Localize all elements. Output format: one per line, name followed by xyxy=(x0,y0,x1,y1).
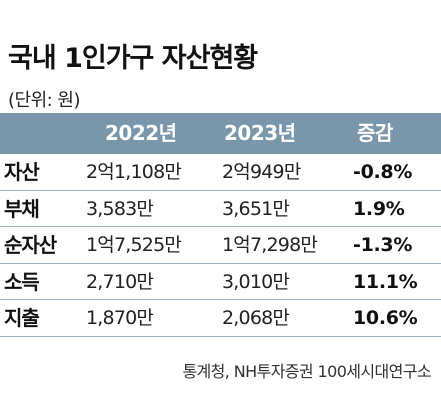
value-2023: 2억949만 xyxy=(222,161,301,183)
table-row: 순자산 1억7,525만 1억7,298만 -1.3% xyxy=(0,227,441,264)
table-row: 지출 1,870만 2,068만 10.6% xyxy=(0,300,441,337)
unit-note: (단위: 원) xyxy=(8,90,81,111)
header-2023: 2023년 xyxy=(224,121,296,145)
value-2023: 3,010만 xyxy=(222,270,290,293)
asset-table: 2022년 2023년 증감 자산 2억1,108만 2억949만 -0.8% … xyxy=(0,113,441,337)
value-2022: 2억1,108만 xyxy=(86,161,182,183)
row-label: 순자산 xyxy=(4,233,57,257)
value-change: 11.1% xyxy=(353,270,418,293)
header-2022: 2022년 xyxy=(105,121,177,145)
value-change: 1.9% xyxy=(353,197,405,220)
value-2022: 1,870만 xyxy=(86,307,154,329)
value-2022: 2,710만 xyxy=(86,270,154,293)
value-change: -1.3% xyxy=(353,234,413,256)
table-row: 소득 2,710만 3,010만 11.1% xyxy=(0,264,441,300)
value-change: -0.8% xyxy=(353,161,413,183)
table-row: 부채 3,583만 3,651만 1.9% xyxy=(0,191,441,227)
value-2023: 2,068만 xyxy=(222,307,290,329)
value-2022: 1억7,525만 xyxy=(86,234,182,256)
table-row: 자산 2억1,108만 2억949만 -0.8% xyxy=(0,154,441,191)
row-label: 지출 xyxy=(4,306,40,330)
row-label: 자산 xyxy=(4,160,40,184)
value-change: 10.6% xyxy=(353,307,418,329)
row-label: 부채 xyxy=(4,196,40,221)
page-title: 국내 1인가구 자산현황 xyxy=(8,43,258,74)
value-2023: 1억7,298만 xyxy=(222,234,318,256)
header-change: 증감 xyxy=(357,121,393,145)
value-2023: 3,651만 xyxy=(222,197,290,220)
value-2022: 3,583만 xyxy=(86,197,154,220)
table-header-row: 2022년 2023년 증감 xyxy=(0,113,441,154)
source-note: 통계청, NH투자증권 100세시대연구소 xyxy=(182,362,431,381)
row-label: 소득 xyxy=(4,269,40,294)
